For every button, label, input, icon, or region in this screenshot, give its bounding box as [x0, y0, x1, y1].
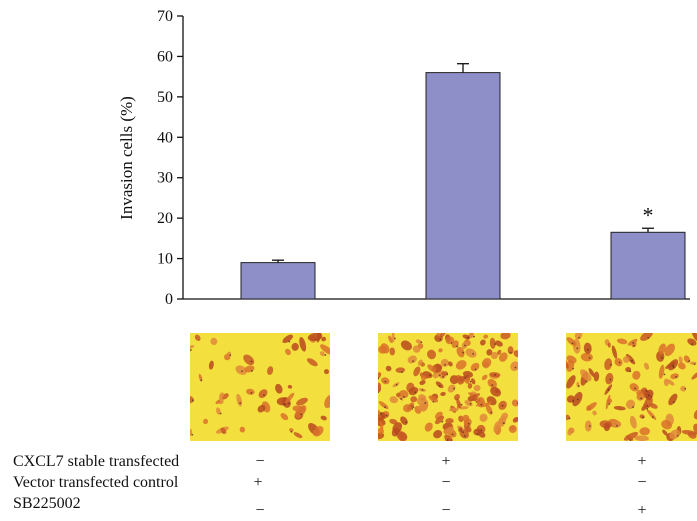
condition-label-sb225002: SB225002: [13, 495, 81, 512]
significance-annotation: *: [643, 202, 654, 227]
condition-label-vector: Vector transfected control: [13, 474, 179, 491]
micrograph-3: [566, 333, 697, 441]
bar: [425, 72, 501, 300]
mark-cxcl7-1: −: [255, 453, 265, 470]
y-tick-label: 20: [157, 210, 173, 227]
mark-vector-1: +: [253, 474, 263, 491]
chart-axes: 0 10 20 30 40 50 60 70: [157, 8, 690, 308]
chart-bars: *: [240, 63, 686, 300]
mark-vector-3: −: [637, 474, 647, 491]
mark-sb225002-2: −: [441, 502, 451, 519]
y-tick-label: 60: [157, 48, 173, 65]
mark-vector-2: −: [441, 474, 451, 491]
bar-chart: 0 10 20 30 40 50 60 70 * Invasion cells (%): [117, 8, 690, 308]
mark-cxcl7-2: +: [441, 453, 451, 470]
y-tick-label: 30: [157, 170, 173, 187]
micrograph-1: [190, 333, 330, 441]
y-tick-label: 0: [165, 291, 173, 308]
y-tick-label: 40: [157, 129, 173, 146]
micrograph-2: [378, 333, 518, 441]
bar: [610, 231, 686, 300]
bar: [240, 262, 316, 300]
y-tick-label: 10: [157, 251, 173, 268]
y-tick-label: 50: [157, 89, 173, 106]
y-tick-label: 70: [157, 8, 173, 25]
mark-sb225002-1: −: [255, 502, 265, 519]
mark-sb225002-3: +: [637, 502, 647, 519]
y-axis-label: Invasion cells (%): [117, 96, 136, 220]
mark-cxcl7-3: +: [637, 453, 647, 470]
condition-label-cxcl7: CXCL7 stable transfected: [13, 453, 180, 470]
